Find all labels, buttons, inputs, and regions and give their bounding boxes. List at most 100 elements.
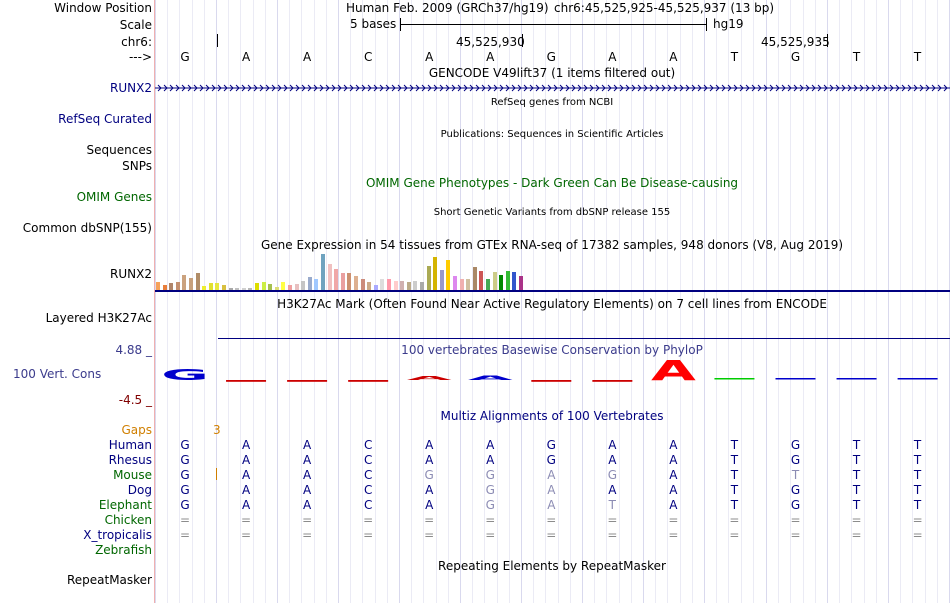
gtex-tissue-bar[interactable] bbox=[492, 272, 497, 290]
gtex-tissue-bar[interactable] bbox=[301, 281, 306, 290]
gtex-tissue-bar[interactable] bbox=[413, 281, 418, 290]
sequences-label[interactable]: Sequences bbox=[86, 143, 152, 157]
repeatmasker-label[interactable]: RepeatMasker bbox=[66, 573, 152, 587]
gtex-tissue-bar[interactable] bbox=[499, 275, 504, 290]
alignment-base: = bbox=[302, 513, 313, 527]
gtex-tissue-bar[interactable] bbox=[426, 266, 431, 290]
gtex-tissue-bar[interactable] bbox=[387, 279, 391, 290]
refseq-curated-label[interactable]: RefSeq Curated bbox=[58, 112, 152, 126]
gtex-tissue-bar[interactable] bbox=[182, 275, 187, 290]
grid-line bbox=[155, 0, 156, 603]
gtex-tissue-bar[interactable] bbox=[314, 279, 319, 290]
gtex-tissue-bar[interactable] bbox=[248, 288, 253, 290]
gtex-tissue-bar[interactable] bbox=[479, 271, 484, 290]
phylop-letter bbox=[531, 380, 572, 382]
strand-label: ---> bbox=[128, 50, 152, 64]
alignment-base: A bbox=[425, 438, 434, 452]
runx2-gene-label[interactable]: RUNX2 bbox=[110, 81, 152, 95]
alignment-base: = bbox=[851, 513, 862, 527]
gtex-tissue-bar[interactable] bbox=[222, 285, 226, 290]
gtex-tissue-bar[interactable] bbox=[453, 276, 457, 290]
omim-genes-label[interactable]: OMIM Genes bbox=[76, 190, 152, 204]
gtex-tissue-bar[interactable] bbox=[208, 283, 213, 290]
gtex-tissue-bar[interactable] bbox=[321, 254, 325, 290]
species-label[interactable]: X_tropicalis bbox=[83, 528, 152, 542]
strand-chevron bbox=[199, 84, 204, 92]
strand-chevron bbox=[373, 84, 378, 92]
alignment-base: A bbox=[547, 498, 556, 512]
gtex-tissue-bar[interactable] bbox=[354, 276, 358, 290]
gtex-tissue-bar[interactable] bbox=[347, 273, 352, 290]
alignment-base: T bbox=[913, 483, 922, 497]
gtex-tissue-bar[interactable] bbox=[420, 282, 424, 290]
gtex-tissue-bar[interactable] bbox=[466, 279, 471, 290]
gtex-tissue-bar[interactable] bbox=[393, 281, 398, 290]
common-dbsnp-label[interactable]: Common dbSNP(155) bbox=[22, 221, 152, 235]
gtex-tissue-bar[interactable] bbox=[360, 279, 365, 290]
phylop-letter bbox=[714, 378, 755, 380]
gtex-tissue-bar[interactable] bbox=[340, 273, 345, 290]
gtex-tissue-bar[interactable] bbox=[175, 282, 180, 290]
species-label[interactable]: Zebrafish bbox=[95, 543, 152, 557]
alignment-base: A bbox=[486, 453, 495, 467]
alignment-base: = bbox=[241, 513, 252, 527]
alignment-base: A bbox=[608, 438, 617, 452]
gtex-tissue-bar[interactable] bbox=[202, 286, 207, 290]
gtex-tissue-bar[interactable] bbox=[512, 272, 517, 290]
gtex-tissue-bar[interactable] bbox=[274, 287, 279, 290]
gtex-tissue-bar[interactable] bbox=[433, 257, 438, 290]
gtex-tissue-bar[interactable] bbox=[189, 278, 193, 290]
gtex-tissue-bar[interactable] bbox=[307, 277, 312, 290]
gtex-expression-chart[interactable] bbox=[155, 252, 535, 290]
gtex-tissue-bar[interactable] bbox=[406, 282, 411, 290]
strand-chevron bbox=[721, 84, 726, 92]
gtex-tissue-bar[interactable] bbox=[380, 279, 385, 290]
alignment-base: C bbox=[363, 498, 373, 512]
gtex-tissue-bar[interactable] bbox=[472, 267, 477, 290]
reference-base: T bbox=[852, 50, 861, 64]
gtex-tissue-bar[interactable] bbox=[228, 288, 233, 290]
coord-2: 45,525,935 bbox=[761, 35, 830, 49]
species-label[interactable]: Human bbox=[108, 438, 152, 452]
gtex-tissue-bar[interactable] bbox=[261, 282, 266, 290]
gtex-tissue-bar[interactable] bbox=[195, 273, 200, 290]
strand-chevron bbox=[253, 84, 258, 92]
gtex-tissue-bar[interactable] bbox=[241, 288, 246, 290]
gtex-tissue-bar[interactable] bbox=[215, 283, 220, 290]
gtex-tissue-bar[interactable] bbox=[169, 283, 174, 290]
snps-label[interactable]: SNPs bbox=[122, 159, 152, 173]
species-label[interactable]: Elephant bbox=[98, 498, 152, 512]
gtex-tissue-bar[interactable] bbox=[459, 279, 464, 290]
gtex-tissue-bar[interactable] bbox=[327, 264, 332, 290]
conservation-track-label[interactable]: 100 Vert. Cons bbox=[13, 367, 102, 381]
gtex-tissue-bar[interactable] bbox=[281, 282, 286, 290]
ruler-tick-3 bbox=[827, 34, 828, 47]
gtex-tissue-bar[interactable] bbox=[294, 284, 299, 290]
grid-line bbox=[912, 0, 914, 603]
gtex-tissue-bar[interactable] bbox=[519, 276, 523, 290]
species-label[interactable]: Chicken bbox=[104, 513, 152, 527]
strand-chevron bbox=[499, 84, 504, 92]
alignment-base: = bbox=[729, 528, 740, 542]
species-label[interactable]: Mouse bbox=[113, 468, 152, 482]
species-label[interactable]: Dog bbox=[127, 483, 152, 497]
gtex-tissue-bar[interactable] bbox=[268, 284, 273, 290]
gtex-tissue-bar[interactable] bbox=[334, 269, 339, 290]
gtex-tissue-bar[interactable] bbox=[156, 282, 160, 290]
gtex-tissue-bar[interactable] bbox=[288, 285, 292, 290]
gtex-tissue-bar[interactable] bbox=[373, 285, 378, 290]
runx2-gene-feature[interactable] bbox=[155, 80, 950, 96]
gtex-tissue-bar[interactable] bbox=[446, 260, 451, 290]
species-label[interactable]: Rhesus bbox=[108, 453, 152, 467]
gtex-gene-label[interactable]: RUNX2 bbox=[110, 267, 152, 281]
gtex-tissue-bar[interactable] bbox=[235, 288, 240, 290]
gtex-tissue-bar[interactable] bbox=[255, 283, 259, 290]
grid-line bbox=[325, 0, 327, 603]
gtex-tissue-bar[interactable] bbox=[367, 282, 372, 290]
gtex-tissue-bar[interactable] bbox=[486, 279, 490, 290]
layered-h3k27ac-label[interactable]: Layered H3K27Ac bbox=[45, 311, 152, 325]
gtex-tissue-bar[interactable] bbox=[439, 270, 444, 290]
gtex-tissue-bar[interactable] bbox=[162, 285, 167, 290]
gtex-tissue-bar[interactable] bbox=[505, 271, 510, 290]
gtex-tissue-bar[interactable] bbox=[400, 281, 405, 290]
